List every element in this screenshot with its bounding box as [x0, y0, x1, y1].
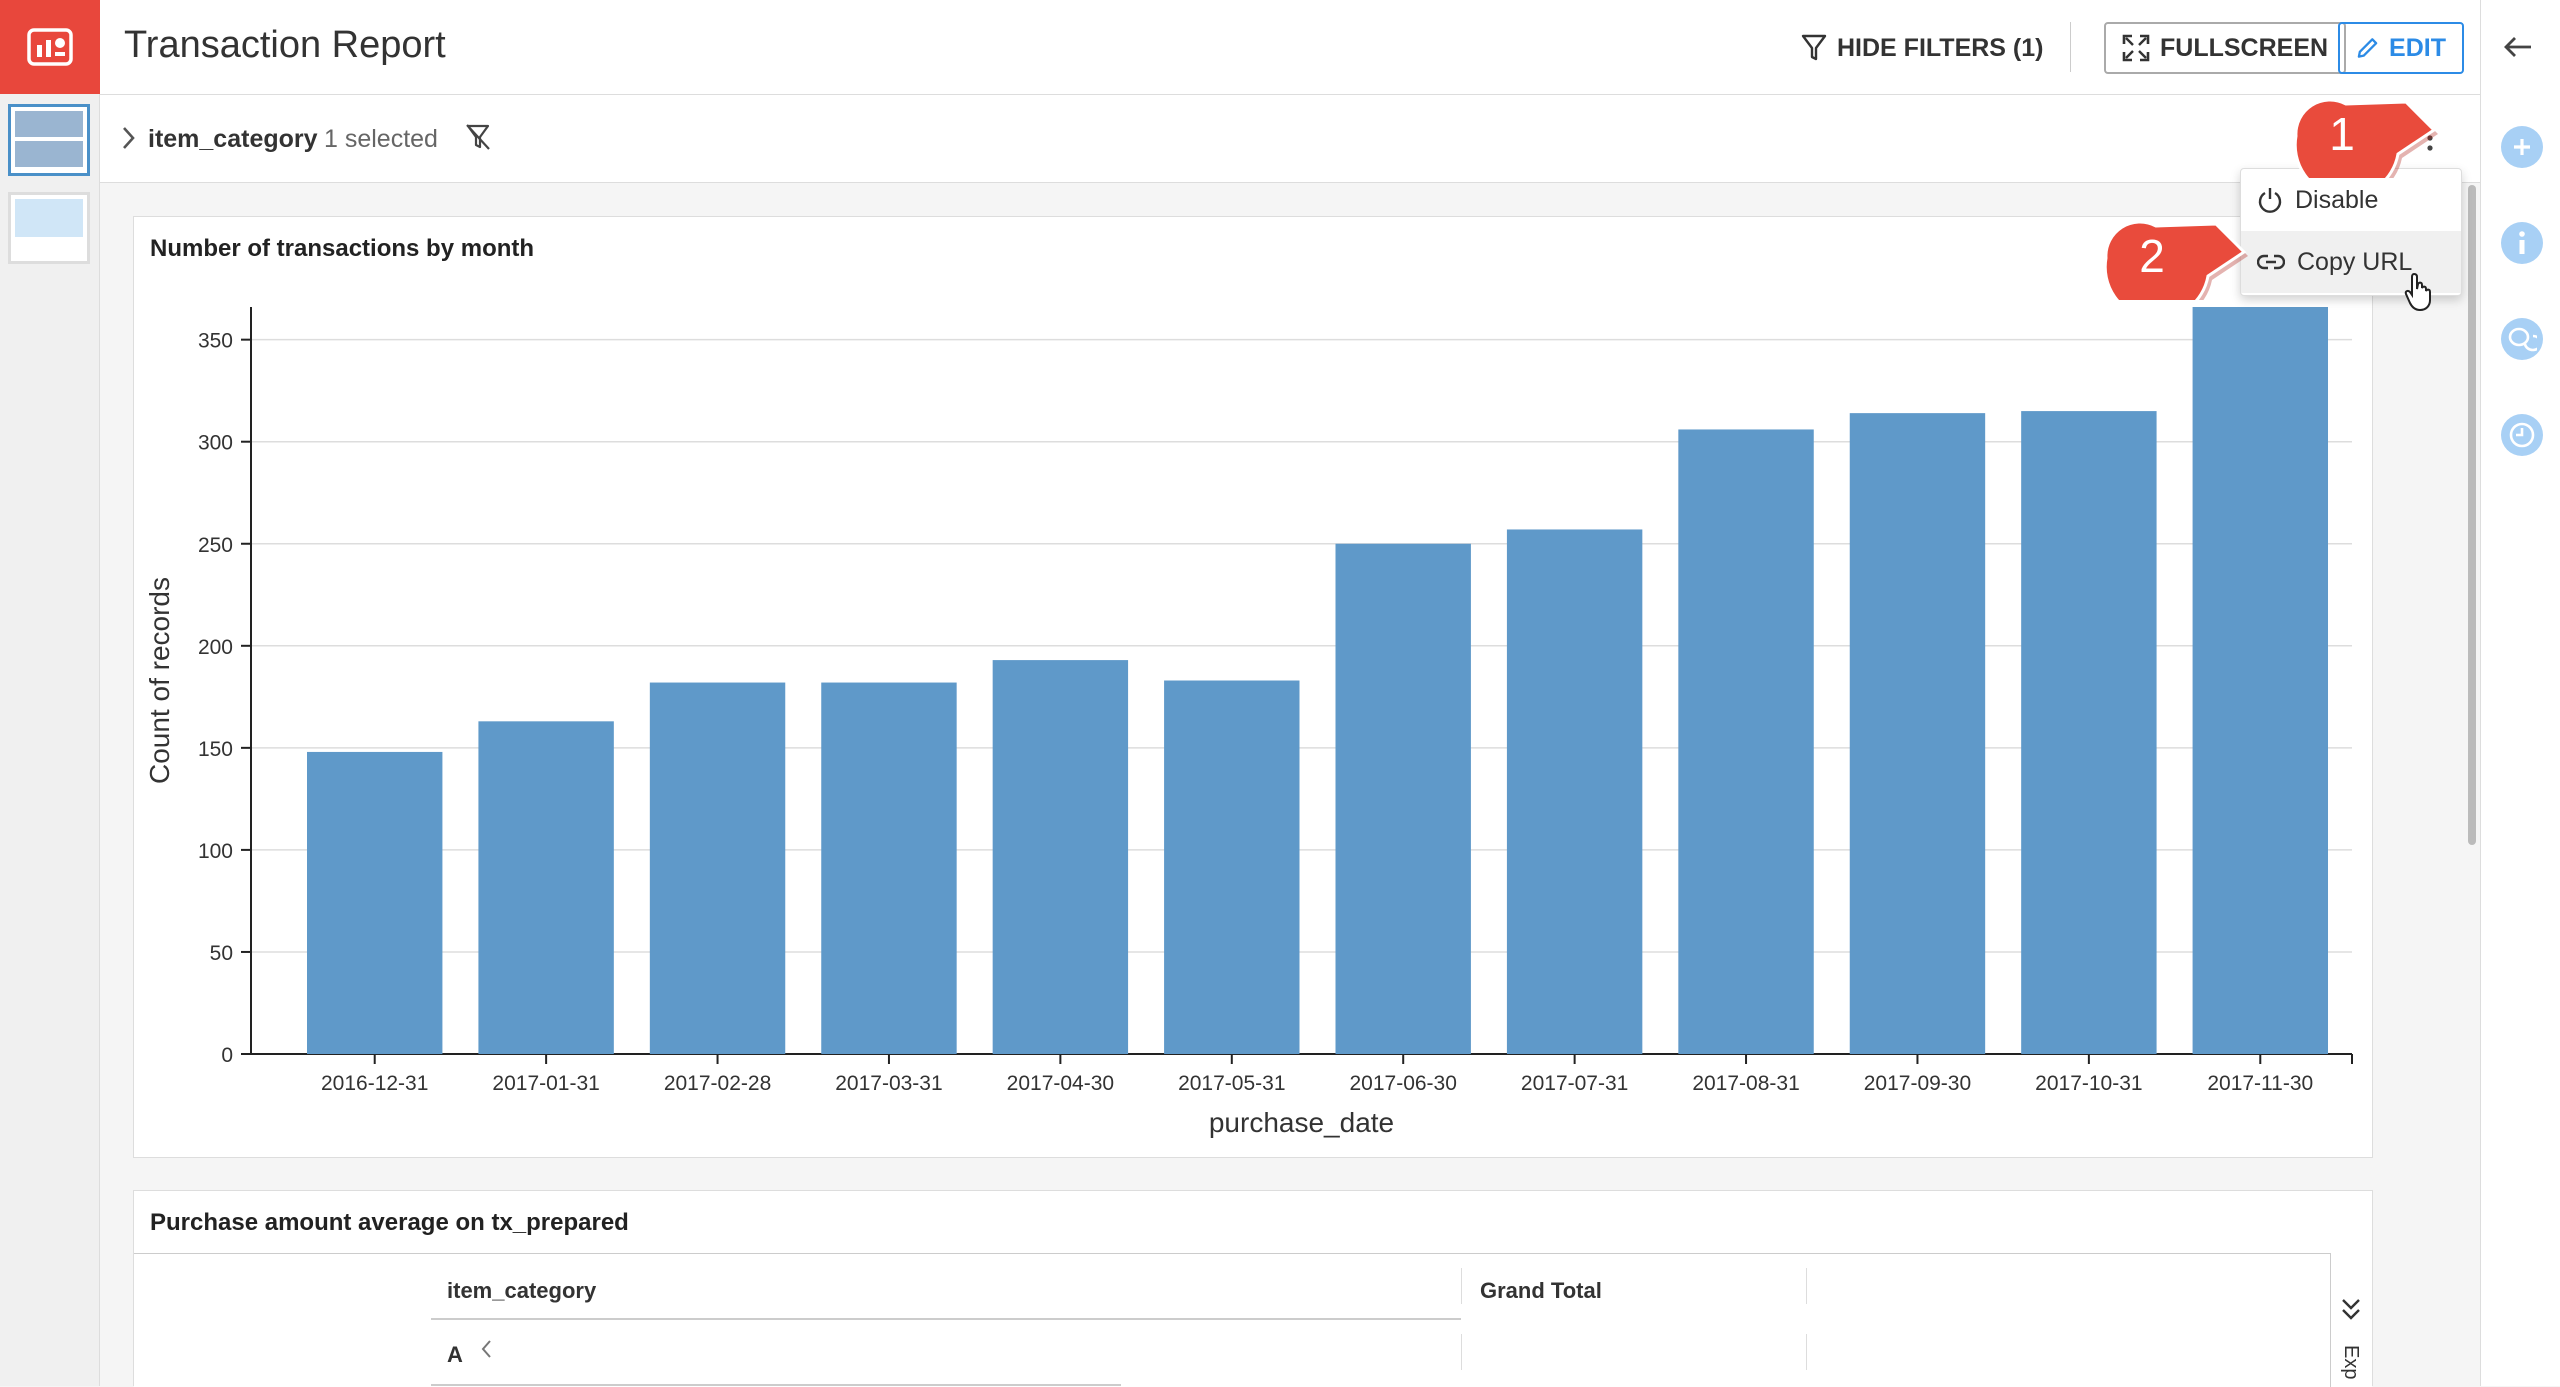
- y-tick-label: 150: [198, 738, 233, 761]
- fullscreen-label: FULLSCREEN: [2160, 33, 2329, 62]
- table-title: Purchase amount average on tx_prepared: [150, 1209, 629, 1236]
- callout-badge-2: 2: [2103, 220, 2248, 300]
- bar: [1506, 529, 1643, 1054]
- page-title: Transaction Report: [124, 24, 446, 66]
- x-tick-label: 2017-11-30: [2207, 1072, 2313, 1095]
- scrollbar-thumb[interactable]: [2468, 185, 2476, 845]
- filter-name[interactable]: item_category: [148, 125, 318, 153]
- bar: [992, 660, 1129, 1054]
- chevron-left-icon[interactable]: [480, 1338, 492, 1366]
- page-scrollbar[interactable]: [2465, 183, 2479, 1386]
- expand-label: Exp: [2340, 1345, 2362, 1380]
- info-icon[interactable]: [2501, 222, 2543, 264]
- bar: [2192, 307, 2329, 1054]
- y-tick-label: 200: [198, 636, 233, 659]
- row-header-a: A: [447, 1342, 463, 1367]
- right-panel-rail: [2480, 0, 2560, 1386]
- bar: [1849, 413, 1986, 1054]
- x-axis-label: purchase_date: [1209, 1107, 1394, 1138]
- x-tick-label: 2017-08-31: [1692, 1072, 1799, 1095]
- y-tick-label: 0: [221, 1044, 233, 1067]
- header-bar: Transaction Report HIDE FILTERS (1) FULL…: [100, 0, 2480, 95]
- bar: [1164, 680, 1300, 1054]
- history-clock-icon[interactable]: [2501, 414, 2543, 456]
- bar: [649, 682, 786, 1054]
- bar: [821, 682, 957, 1054]
- column-divider: [1461, 1334, 1462, 1370]
- y-tick-label: 350: [198, 330, 233, 353]
- x-tick-label: 2016-12-31: [321, 1072, 428, 1095]
- link-icon: [2257, 254, 2285, 270]
- menu-item-disable[interactable]: Disable: [2241, 169, 2461, 231]
- x-tick-label: 2017-02-28: [664, 1072, 771, 1095]
- double-chevron-down-icon: [2339, 1297, 2363, 1329]
- hide-filters-label: HIDE FILTERS (1): [1837, 33, 2044, 62]
- slide-thumbnail-2[interactable]: [8, 192, 90, 264]
- column-header-item-category: item_category: [447, 1278, 597, 1303]
- column-header-grand-total: Grand Total: [1480, 1278, 1602, 1303]
- bar: [306, 751, 443, 1054]
- expand-icon: [2122, 34, 2150, 62]
- x-tick-label: 2017-07-31: [1521, 1072, 1628, 1095]
- filter-options-menu: Disable Copy URL: [2240, 168, 2462, 296]
- fullscreen-button[interactable]: FULLSCREEN: [2104, 22, 2347, 74]
- expand-panel-toggle[interactable]: Exp: [2330, 1253, 2372, 1387]
- clear-filter-icon[interactable]: [465, 123, 491, 156]
- column-divider: [1461, 1268, 1462, 1304]
- menu-item-copy-url[interactable]: Copy URL: [2241, 231, 2461, 293]
- edit-label: EDIT: [2389, 33, 2446, 62]
- bar: [1335, 543, 1471, 1054]
- column-divider: [1806, 1334, 1807, 1370]
- x-tick-label: 2017-05-31: [1178, 1072, 1285, 1095]
- pencil-icon: [2357, 38, 2378, 58]
- bar: [478, 721, 614, 1054]
- bar-chart: 0 50 100 150 200 250 300 350 2016-12-31 2017-01-3…: [144, 307, 2353, 1138]
- slides-sidebar: [0, 0, 100, 1386]
- callout-number: 2: [2139, 230, 2165, 282]
- x-tick-label: 2017-04-30: [1007, 1072, 1114, 1095]
- y-tick-label: 100: [198, 840, 233, 863]
- y-tick-label: 50: [210, 942, 233, 965]
- discussions-icon[interactable]: [2501, 318, 2543, 360]
- y-axis-label: Count of records: [144, 577, 175, 784]
- chart-title: Number of transactions by month: [150, 235, 535, 262]
- x-tick-label: 2017-01-31: [492, 1072, 599, 1095]
- column-divider: [1806, 1268, 1807, 1304]
- bar: [1678, 429, 1814, 1055]
- header-divider: [2070, 22, 2071, 72]
- power-icon: [2258, 188, 2282, 213]
- filter-selection-count: 1 selected: [324, 125, 438, 153]
- bar: [2021, 411, 2157, 1054]
- chevron-right-icon[interactable]: [120, 125, 136, 158]
- x-tick-label: 2017-10-31: [2035, 1072, 2142, 1095]
- x-tick-label: 2017-09-30: [1864, 1072, 1971, 1095]
- header-underline: [431, 1318, 1461, 1320]
- add-icon[interactable]: [2501, 126, 2543, 168]
- hand-cursor-icon: [2404, 272, 2431, 312]
- y-tick-label: 300: [198, 432, 233, 455]
- funnel-icon: [1801, 34, 1827, 61]
- filter-bar: item_category 1 selected: [100, 95, 2480, 183]
- slide-thumbnail-1[interactable]: [8, 104, 90, 176]
- row-underline: [431, 1384, 1121, 1386]
- hide-filters-button[interactable]: HIDE FILTERS (1): [1785, 22, 2059, 74]
- x-tick-label: 2017-03-31: [835, 1072, 942, 1095]
- menu-item-label: Copy URL: [2297, 247, 2413, 276]
- edit-button[interactable]: EDIT: [2338, 22, 2464, 74]
- dashboard-logo-icon[interactable]: [0, 0, 100, 94]
- menu-item-label: Disable: [2295, 185, 2379, 214]
- x-tick-label: 2017-06-30: [1349, 1072, 1456, 1095]
- pivot-table-tile: Purchase amount average on tx_prepared i…: [133, 1190, 2373, 1387]
- y-tick-label: 250: [198, 534, 233, 557]
- back-arrow-icon[interactable]: [2503, 30, 2533, 67]
- callout-badge-1: 1: [2293, 98, 2438, 178]
- pivot-table: item_category Grand Total A: [134, 1253, 2330, 1387]
- callout-number: 1: [2329, 108, 2355, 160]
- chart-tile: Number of transactions by month 0 50 100 15…: [133, 216, 2373, 1158]
